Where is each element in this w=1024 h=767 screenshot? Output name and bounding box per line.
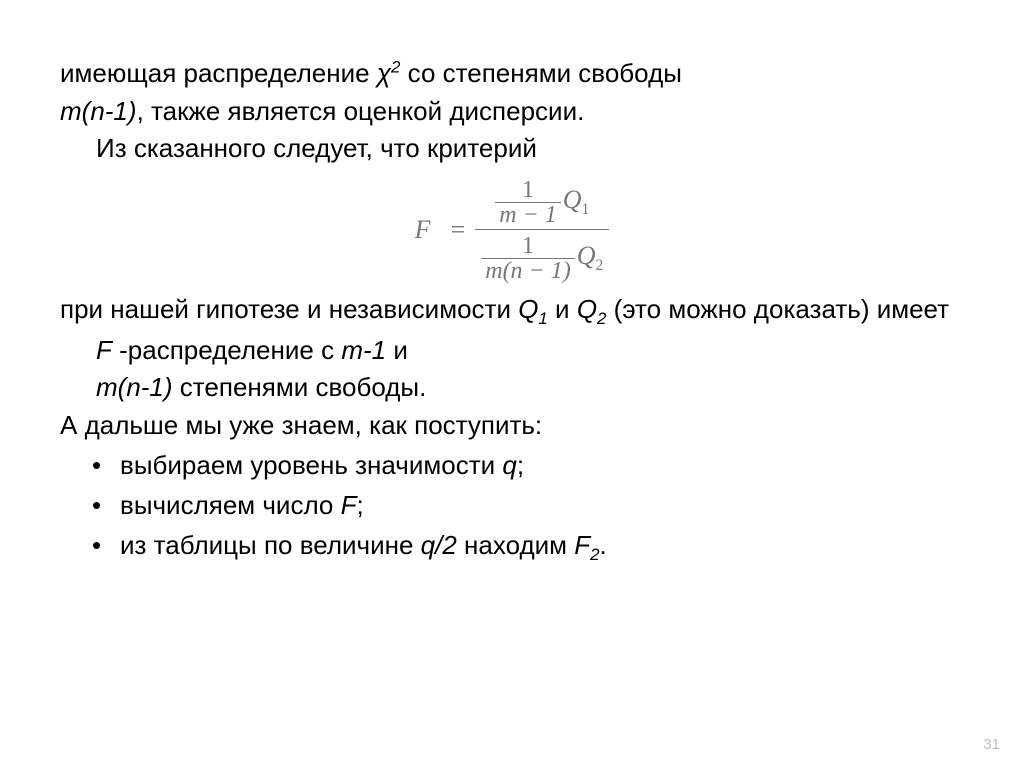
list-item: из таблицы по величине q/2 находим F2. xyxy=(120,525,964,568)
numer-inner-den: m − 1 xyxy=(495,203,561,227)
line-1: имеющая распределение χ2 со степенями св… xyxy=(60,55,964,93)
body-text: имеющая распределение χ2 со степенями св… xyxy=(60,55,964,569)
bullet-list: выбираем уровень значимости q; вычисляем… xyxy=(60,445,964,569)
mn1: m(n-1) xyxy=(60,96,137,126)
text: . xyxy=(600,530,607,560)
line-4: при нашей гипотезе и независимости Q1 и … xyxy=(60,291,964,407)
Q1-inline: Q1 xyxy=(518,294,548,324)
text: находим xyxy=(457,530,574,560)
text: -распределение с xyxy=(112,335,341,365)
list-item: выбираем уровень значимости q; xyxy=(120,445,964,485)
text: Из сказанного следует, что критерий xyxy=(96,133,537,163)
q2-symbol: q/2 xyxy=(421,530,457,560)
outer-fraction: 1 m − 1 Q1 1 xyxy=(475,174,609,285)
formula-block: F = 1 m − 1 Q1 xyxy=(60,174,964,285)
denom-inner-num: 1 xyxy=(518,234,538,258)
list-item: вычисляем число F; xyxy=(120,485,964,525)
F-inline: F xyxy=(96,335,112,365)
text: ; xyxy=(517,450,524,480)
Q2-inline: Q2 xyxy=(577,294,607,324)
text: и xyxy=(548,294,577,324)
numer-inner-frac: 1 m − 1 xyxy=(495,178,561,227)
line-5: А дальше мы уже знаем, как поступить: xyxy=(60,407,964,445)
text: имеющая распределение xyxy=(60,58,377,88)
m-1-inline: m-1 xyxy=(341,335,386,365)
mn1-inline: m(n-1) xyxy=(96,372,173,402)
text: вычисляем число xyxy=(120,490,341,520)
line-2: m(n-1), также является оценкой дисперсии… xyxy=(60,93,964,131)
text: А дальше мы уже знаем, как поступить: xyxy=(60,410,542,440)
text: степенями свободы. xyxy=(173,372,427,402)
denom-inner-frac: 1 m(n − 1) xyxy=(481,234,575,283)
denom-inner-den: m(n − 1) xyxy=(481,259,575,283)
text: со степенями свободы xyxy=(400,58,682,88)
slide: имеющая распределение χ2 со степенями св… xyxy=(0,0,1024,767)
F-symbol: F xyxy=(341,490,357,520)
q-symbol: q xyxy=(502,450,516,480)
formula-lhs: F xyxy=(415,217,431,243)
text: из таблицы по величине xyxy=(120,530,421,560)
Q2: Q2 xyxy=(577,243,604,274)
text: при нашей гипотезе и независимости xyxy=(60,294,518,324)
numer-inner-num: 1 xyxy=(518,178,538,202)
chi-symbol: χ xyxy=(377,58,391,88)
text: ; xyxy=(356,490,363,520)
equals-sign: = xyxy=(451,217,466,243)
F2-symbol: F2 xyxy=(574,530,599,560)
text: выбираем уровень значимости xyxy=(120,450,502,480)
text: и xyxy=(386,335,408,365)
text: (это можно доказать) имеет xyxy=(606,294,949,324)
formula: F = 1 m − 1 Q1 xyxy=(415,174,610,285)
page-number: 31 xyxy=(983,736,1000,753)
text: , также является оценкой дисперсии. xyxy=(137,96,585,126)
line-3: Из сказанного следует, что критерий xyxy=(60,130,964,168)
Q1: Q1 xyxy=(563,187,590,218)
